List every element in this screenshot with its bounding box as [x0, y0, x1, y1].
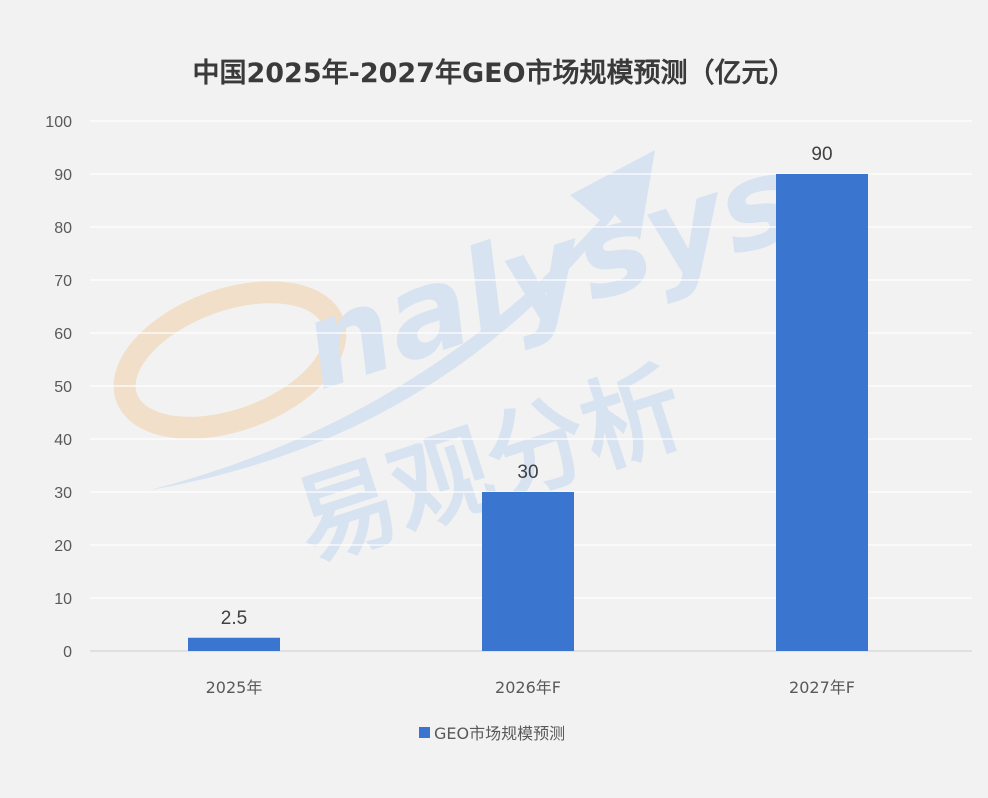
- y-tick-label: 60: [54, 326, 72, 343]
- y-tick-label: 10: [54, 591, 72, 608]
- legend-label: GEO市场规模预测: [434, 724, 565, 743]
- watermark-arrow: [150, 150, 655, 490]
- y-tick-label: 90: [54, 167, 72, 184]
- watermark-logo: nalysys 易观分析: [113, 129, 811, 583]
- bar: [188, 637, 280, 651]
- chart-title: 中国2025年-2027年GEO市场规模预测（亿元）: [192, 57, 795, 89]
- watermark-swoosh: [113, 281, 347, 439]
- y-tick-label: 50: [54, 379, 72, 396]
- y-tick-label: 80: [54, 220, 72, 237]
- data-label: 2.5: [221, 608, 247, 629]
- bar: [776, 174, 868, 651]
- y-tick-label: 0: [63, 644, 72, 661]
- legend-swatch: [419, 727, 430, 738]
- legend: GEO市场规模预测: [419, 724, 565, 743]
- x-tick-label: 2026年F: [495, 678, 561, 697]
- y-tick-label: 70: [54, 273, 72, 290]
- data-label: 90: [811, 144, 832, 165]
- watermark-logo-text: nalysys: [286, 129, 811, 418]
- y-tick-label: 20: [54, 538, 72, 555]
- y-tick-label: 40: [54, 432, 72, 449]
- data-label: 30: [517, 462, 538, 483]
- y-tick-label: 30: [54, 485, 72, 502]
- bar: [482, 492, 574, 651]
- x-tick-label: 2025年: [206, 678, 263, 697]
- y-tick-label: 100: [45, 114, 72, 131]
- x-tick-label: 2027年F: [789, 678, 855, 697]
